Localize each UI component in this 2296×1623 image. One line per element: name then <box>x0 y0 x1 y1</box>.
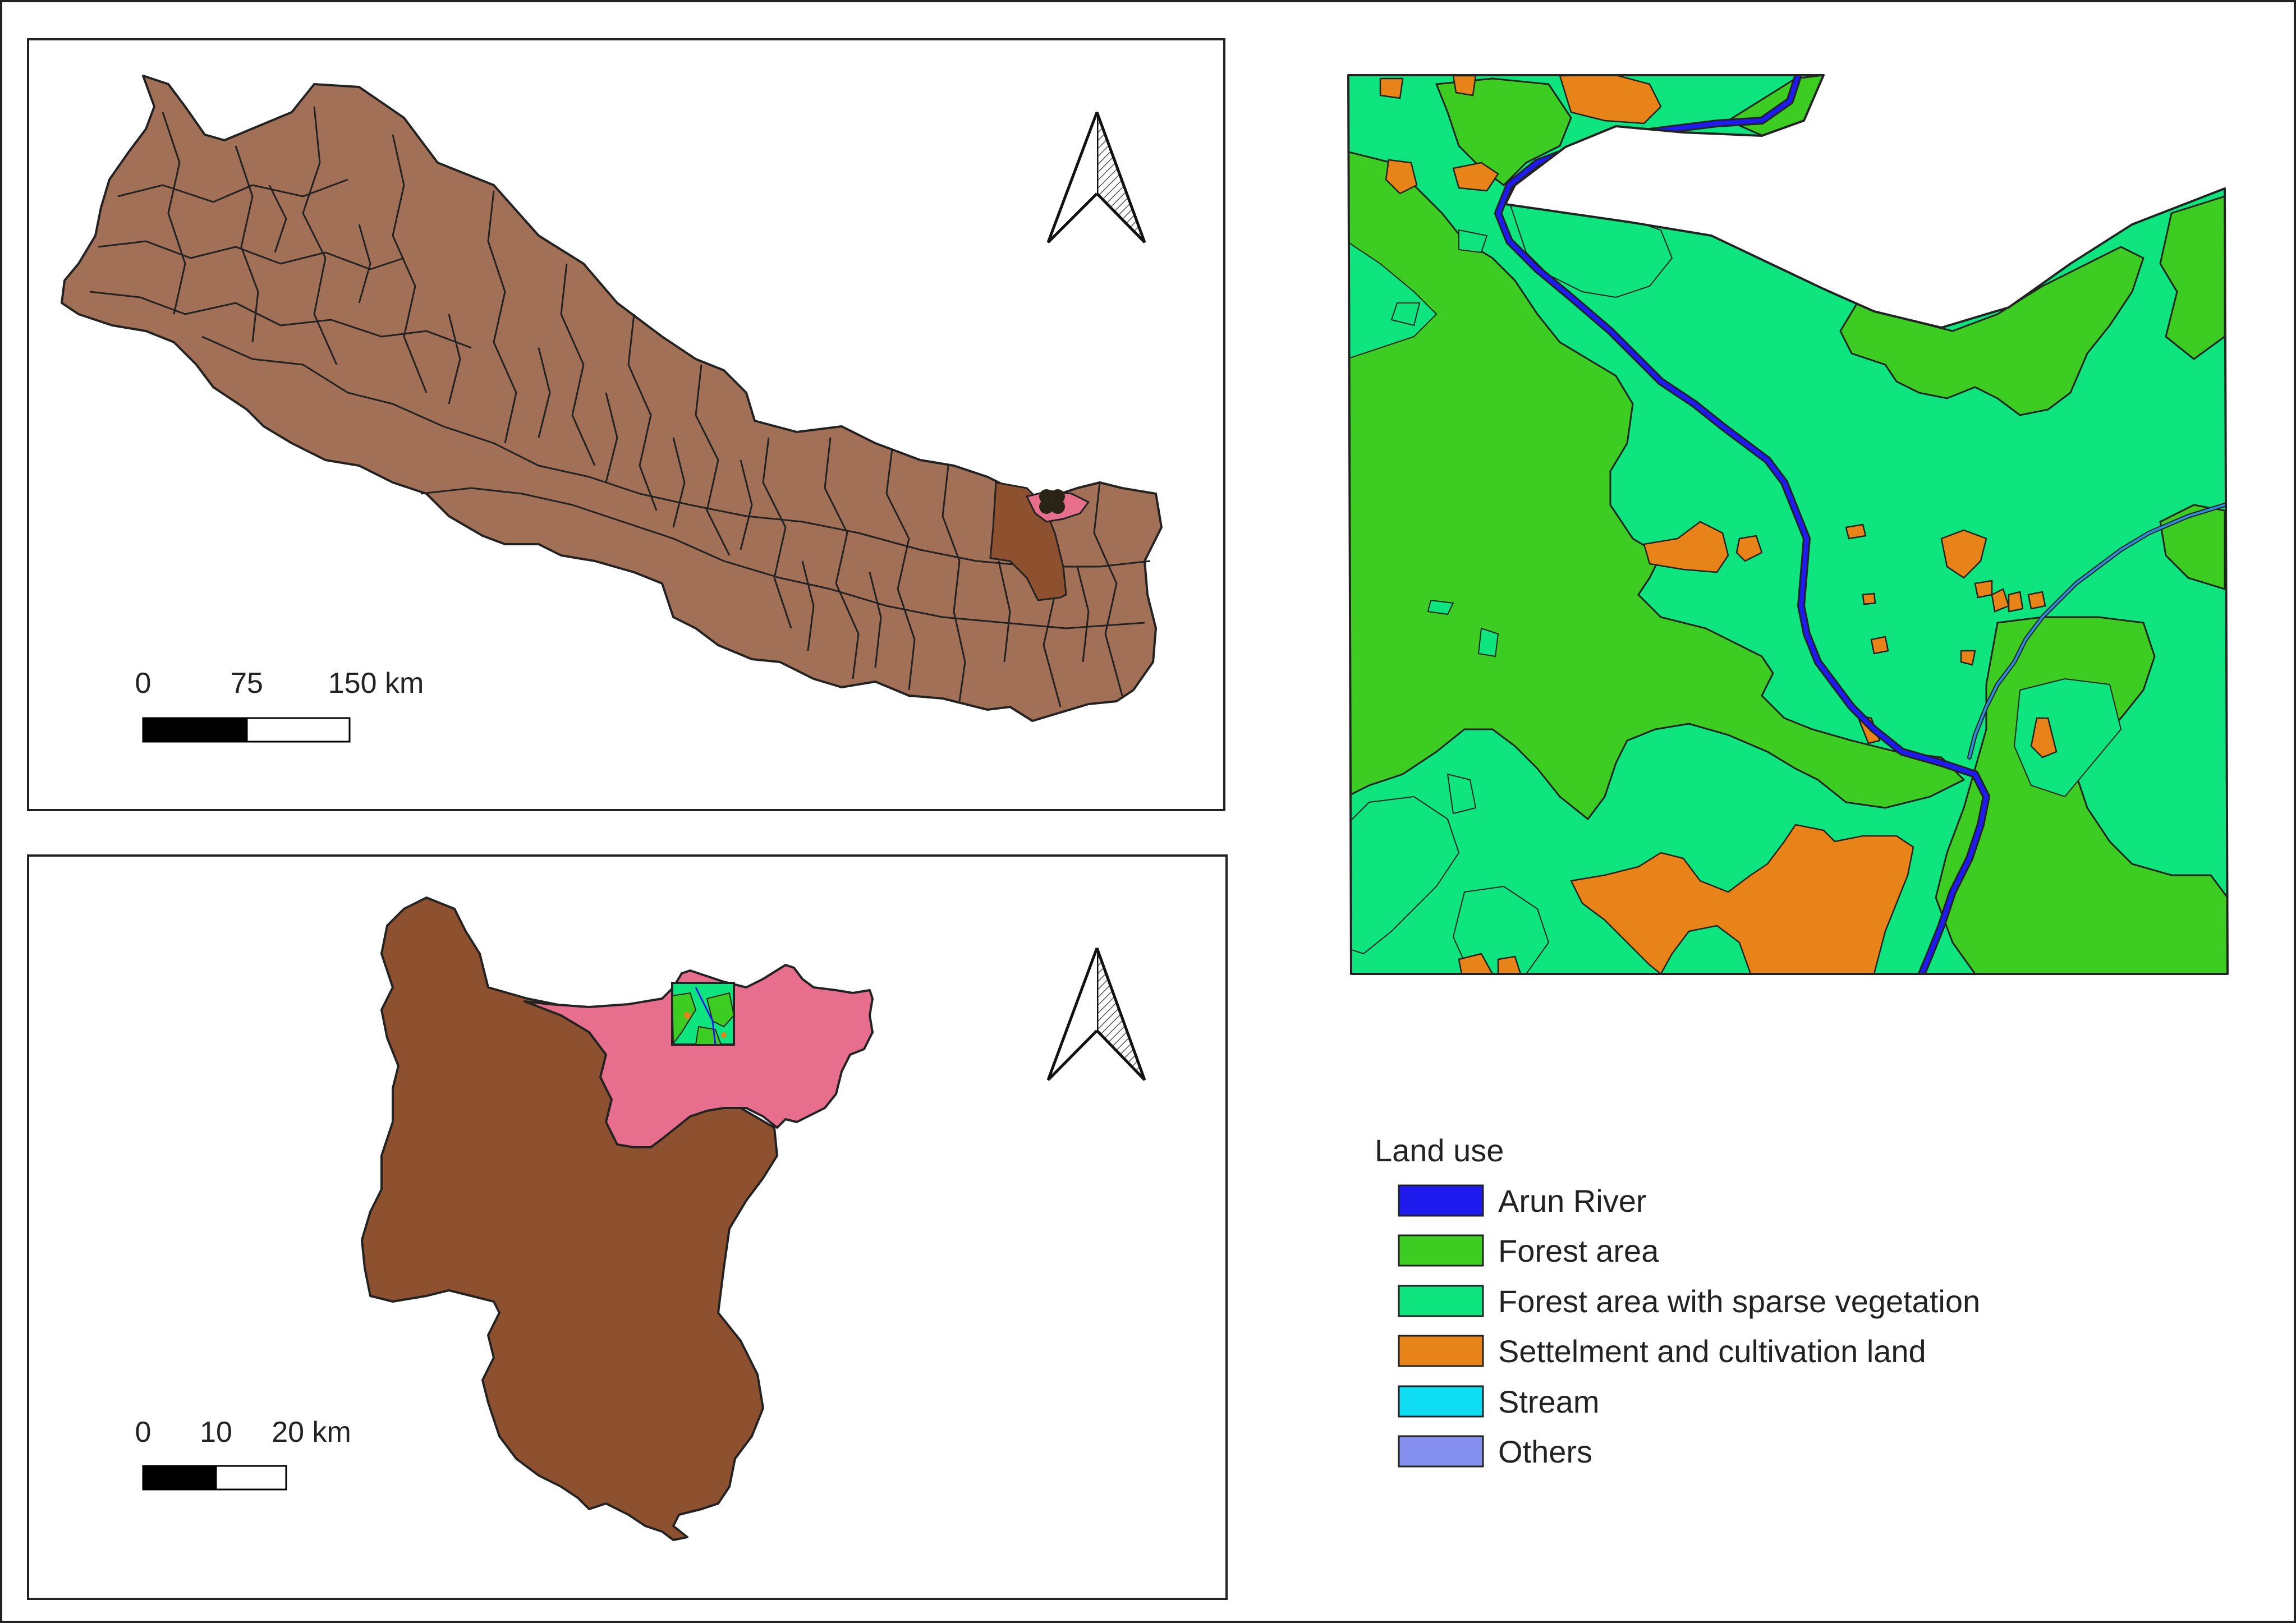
sparse-vegetation-patch <box>1348 240 1438 360</box>
sparse-vegetation-patch <box>2013 678 2122 798</box>
legend-swatch-arun-river <box>1398 1184 1484 1217</box>
legend-item: Stream <box>1398 1384 1600 1419</box>
sparse-vegetation-patch <box>1452 885 1550 974</box>
legend-swatch-stream <box>1398 1385 1484 1418</box>
legend: Land use Arun River Forest area Forest a… <box>1375 1133 1980 1469</box>
sparse-vegetation-patch <box>1427 599 1454 615</box>
sparse-vegetation-patch <box>1348 796 1460 955</box>
legend-label: Forest area with sparse vegetation <box>1498 1284 1980 1319</box>
legend-label: Stream <box>1498 1384 1600 1419</box>
forest-area-patch <box>2159 195 2226 360</box>
legend-swatch-sparse-vegetation <box>1398 1285 1484 1317</box>
legend-item: Arun River <box>1398 1183 1647 1219</box>
legend-item: Forest area with sparse vegetation <box>1398 1284 1980 1319</box>
scale-nepal-tick-0: 0 <box>135 667 151 700</box>
legend-swatch-settlement <box>1398 1335 1484 1367</box>
municipality-outline <box>524 964 874 1148</box>
legend-label: Settelment and cultivation land <box>1498 1334 1926 1369</box>
scale-district-tick-0: 0 <box>135 1416 151 1449</box>
legend-label: Arun River <box>1498 1183 1647 1219</box>
scale-district-tick-2: 20 km <box>272 1416 351 1449</box>
sparse-vegetation-patch <box>1477 627 1499 658</box>
north-arrow-icon <box>1046 948 1146 1081</box>
district-map-panel: 0 10 20 km <box>27 854 1228 1600</box>
legend-swatch-others <box>1398 1435 1484 1468</box>
scale-district-tick-1: 10 <box>200 1416 232 1449</box>
nepal-district-boundaries <box>89 106 1151 707</box>
scale-nepal-tick-2: 150 km <box>328 667 424 700</box>
study-area-outline <box>1347 74 2229 975</box>
legend-item: Others <box>1398 1434 1592 1469</box>
legend-item: Forest area <box>1398 1233 1659 1268</box>
legend-label: Forest area <box>1498 1233 1659 1268</box>
forest-area-patch <box>1435 77 1572 186</box>
district-study-area-inset <box>671 982 735 1046</box>
sparse-vegetation-patch <box>1390 302 1421 327</box>
nepal-study-area-marker <box>1039 489 1065 514</box>
forest-area-patch <box>1935 616 2228 974</box>
stream-fill <box>1968 504 2226 758</box>
forest-area-patch <box>2159 504 2226 591</box>
nepal-outline <box>61 75 1163 722</box>
legend-title: Land use <box>1375 1133 1504 1168</box>
legend-label: Others <box>1498 1434 1592 1469</box>
legend-item: Settelment and cultivation land <box>1398 1334 1926 1369</box>
scale-bar-nepal: 0 75 150 km <box>135 667 424 743</box>
scale-bar-district: 0 10 20 km <box>135 1416 351 1491</box>
sparse-vegetation-patch <box>1447 773 1477 815</box>
legend-swatch-forest-area <box>1398 1234 1484 1267</box>
scale-nepal-tick-1: 75 <box>231 667 263 700</box>
sparse-vegetation-patch <box>1458 229 1488 254</box>
forest-area-patch <box>1348 150 1966 821</box>
nepal-map-panel: 0 75 150 km <box>27 38 1225 811</box>
settlement-patches <box>1379 75 2058 974</box>
north-arrow-icon <box>1046 112 1146 243</box>
